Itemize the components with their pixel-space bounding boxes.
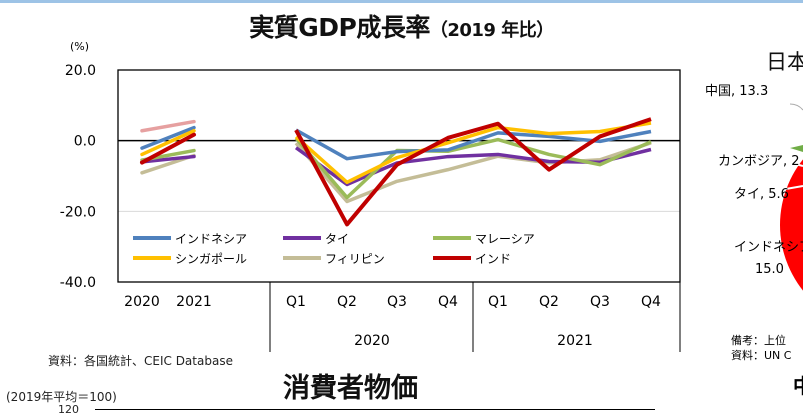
chart-title: 実質GDP成長率（2019 年比） — [0, 8, 803, 44]
title-suffix: （2019 年比） — [429, 20, 554, 41]
series-line-annual — [140, 125, 196, 150]
y-tick-label: -20.0 — [60, 204, 96, 220]
year-group-label: 2020 — [354, 333, 390, 349]
x-tick-label: Q3 — [387, 294, 407, 310]
legend-label: インドネシア — [175, 232, 247, 246]
x-tick-label: Q2 — [337, 294, 357, 310]
right-fragment: 中 — [793, 370, 803, 399]
right-note: 備考：上位 — [731, 334, 786, 347]
x-tick-label: 2021 — [176, 294, 212, 310]
pie-label-indonesia: インドネシア — [734, 240, 803, 255]
cpi-first-tick: 120 — [58, 403, 79, 416]
legend-label: フィリピン — [325, 252, 385, 266]
top-border — [0, 0, 803, 3]
legend-label: マレーシア — [475, 232, 535, 246]
x-tick-label: Q1 — [286, 294, 306, 310]
y-tick-label: 20.0 — [65, 63, 96, 79]
series-line-annual — [140, 132, 196, 165]
series-line-quarterly — [294, 137, 652, 200]
series-line-quarterly — [294, 117, 652, 227]
pie-divider — [779, 185, 803, 191]
right-source: 資料：UN C — [731, 349, 792, 362]
x-tick-label: Q4 — [438, 294, 458, 310]
year-group-label: 2021 — [557, 333, 593, 349]
plot-frame — [117, 69, 681, 283]
x-tick-label: Q4 — [641, 294, 661, 310]
source-note: 資料：各国統計、CEIC Database — [48, 354, 233, 368]
series-line-quarterly — [294, 121, 652, 185]
y-tick-label: 0.0 — [74, 134, 96, 150]
pie-chart — [780, 159, 803, 291]
series-line-annual — [140, 129, 196, 157]
x-tick-label: Q3 — [590, 294, 610, 310]
pie-divider — [779, 159, 803, 167]
legend-label: タイ — [325, 232, 349, 246]
cpi-unit: (2019年平均＝100) — [6, 390, 117, 404]
pie-label-cambodia: カンボジア, 2 — [718, 154, 800, 169]
legend-label: シンガポール — [175, 252, 247, 266]
pie-label-indonesia-value: 15.0 — [755, 262, 784, 277]
title-main: 実質GDP成長率 — [249, 13, 430, 42]
x-tick-label: Q2 — [539, 294, 559, 310]
cpi-axis — [95, 409, 655, 410]
pie-slice-green — [790, 145, 803, 152]
pie-leader-line — [789, 103, 803, 111]
x-tick-label: 2020 — [124, 294, 160, 310]
pie-label-thai: タイ, 5.6 — [734, 187, 789, 202]
series-line-quarterly — [294, 141, 652, 204]
series-line-annual — [140, 154, 196, 164]
right-title: 日本 — [766, 50, 803, 74]
y-axis-unit: (%) — [70, 40, 89, 53]
series-line-quarterly — [294, 146, 652, 187]
pie-label-china: 中国, 13.3 — [705, 84, 769, 99]
cpi-title: 消費者物価 — [283, 373, 418, 404]
legend-label: インド — [475, 252, 511, 266]
x-tick-label: Q1 — [488, 294, 508, 310]
series-line-annual — [140, 119, 196, 133]
y-tick-label: -40.0 — [60, 275, 96, 291]
